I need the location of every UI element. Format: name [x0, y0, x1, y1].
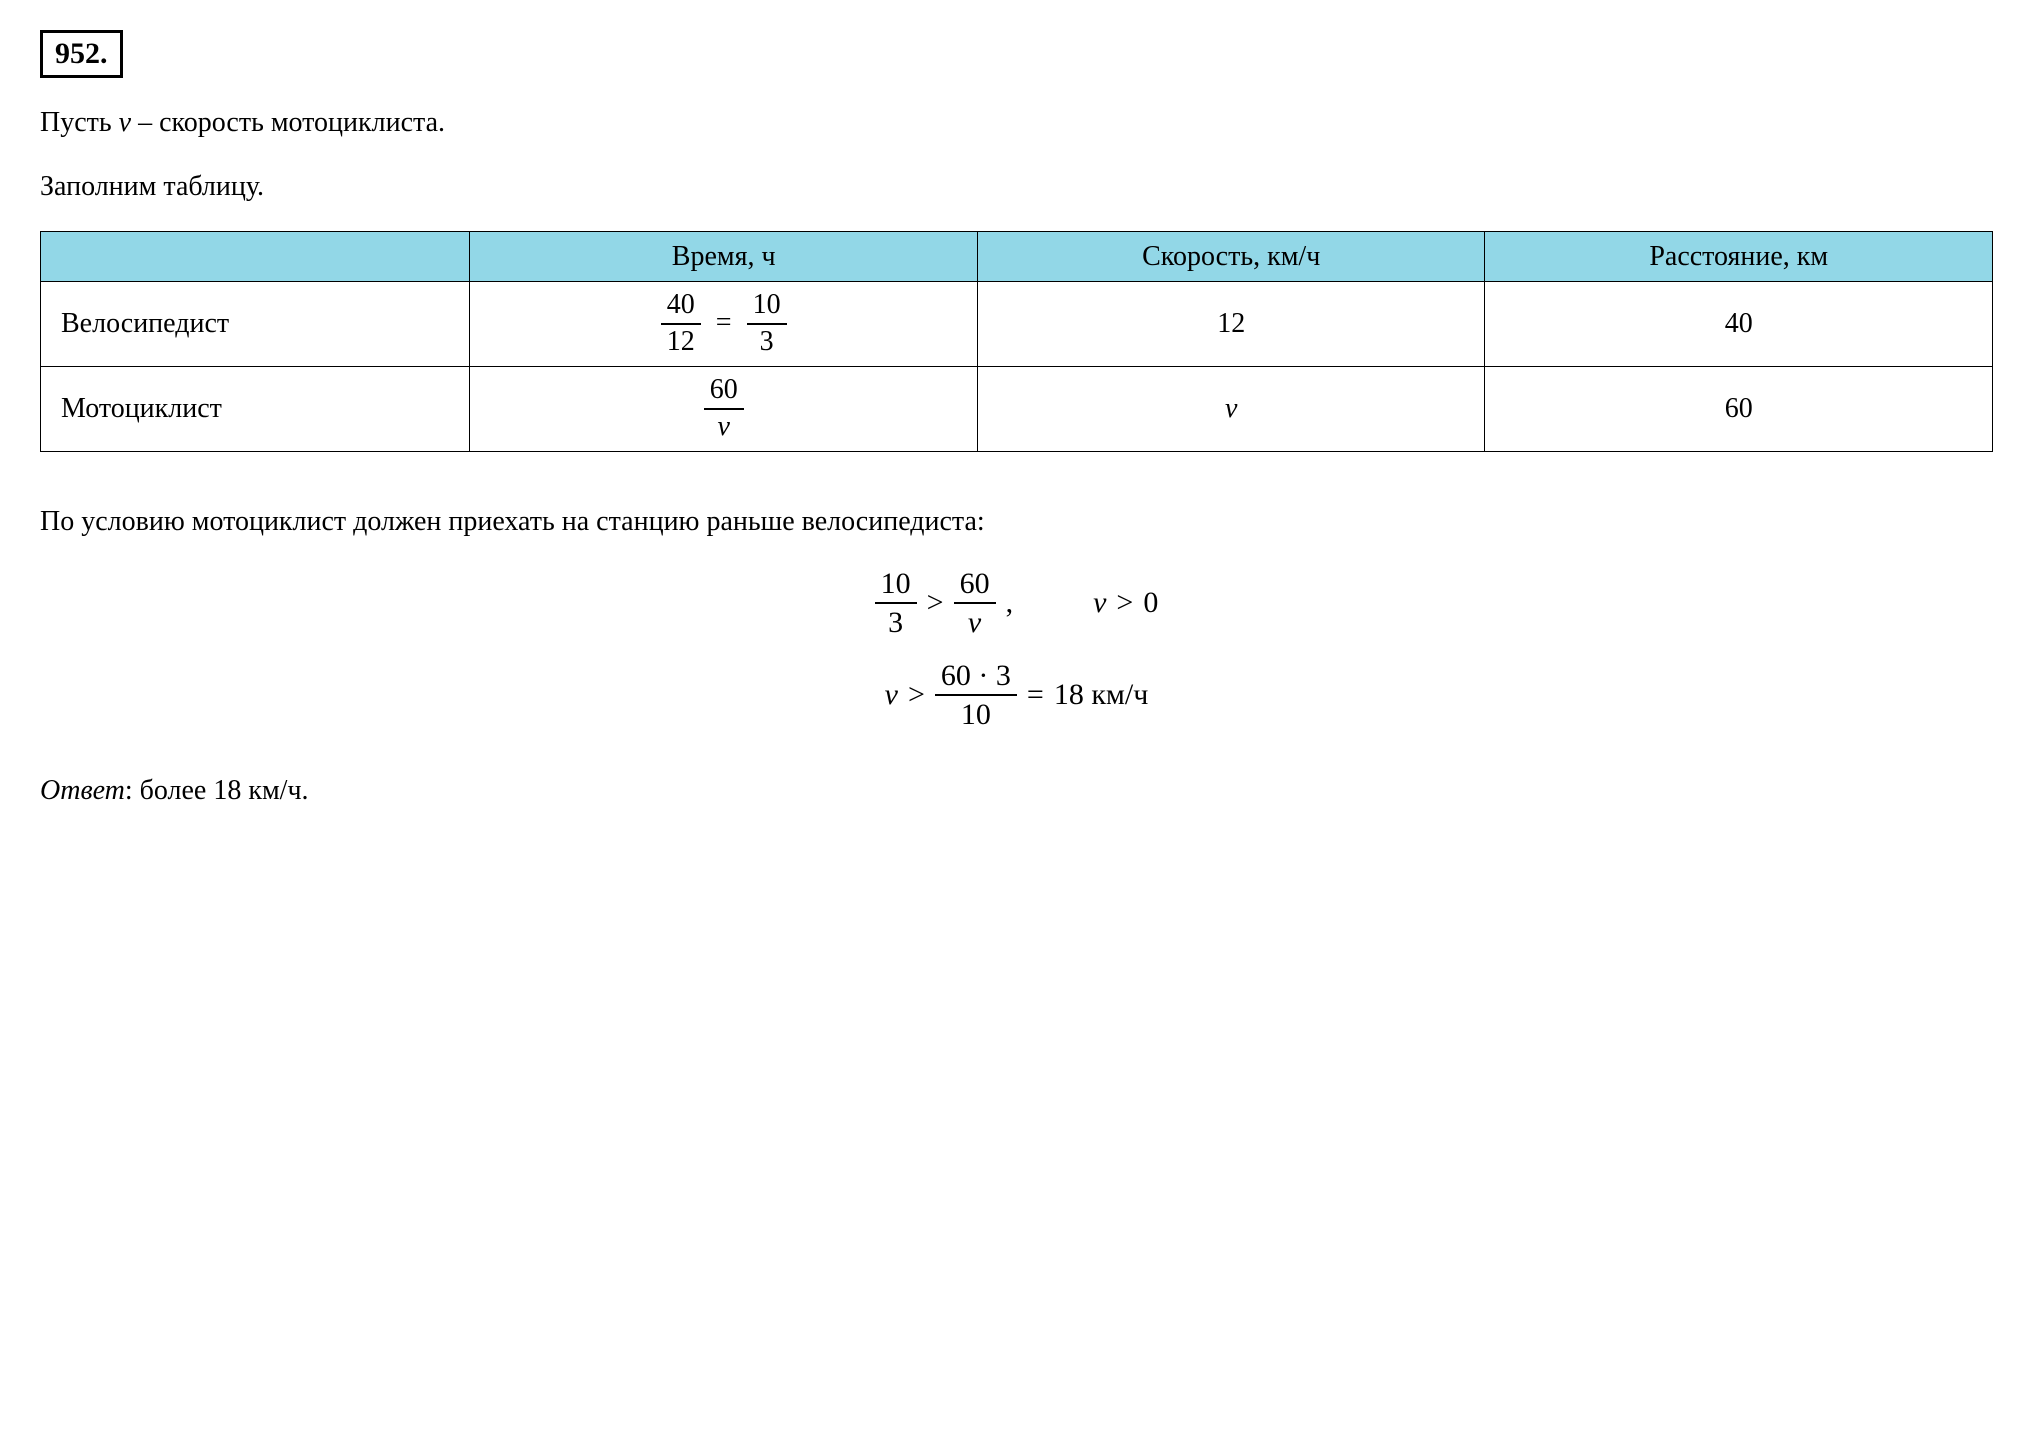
- fraction-denominator: v: [704, 410, 744, 443]
- fraction-numerator: 40: [661, 290, 701, 325]
- data-table: Время, ч Скорость, км/ч Расстояние, км В…: [40, 231, 1993, 451]
- equals-sign: =: [1027, 677, 1044, 713]
- table-header-speed: Скорость, км/ч: [977, 232, 1485, 282]
- zero: 0: [1143, 585, 1158, 621]
- cell-cyclist-speed: 12: [977, 282, 1485, 367]
- table-header-time: Время, ч: [470, 232, 978, 282]
- math-line-2: v > 60 · 3 10 = 18 км/ч: [40, 659, 1993, 731]
- intro-paragraph: Пусть v – скорость мотоциклиста.: [40, 103, 1993, 142]
- row-label-cyclist: Велосипедист: [41, 282, 470, 367]
- intro-variable: v: [119, 107, 131, 138]
- intro-text-1: Пусть: [40, 107, 119, 138]
- condition-text: По условию мотоциклист должен приехать н…: [40, 502, 1993, 541]
- fraction-denominator: v: [954, 604, 996, 639]
- fraction-denominator: 10: [935, 696, 1017, 731]
- fraction-denominator: 3: [875, 604, 917, 639]
- cell-cyclist-time: 40 12 = 10 3: [470, 282, 978, 367]
- greater-than-sign: >: [908, 677, 925, 713]
- cell-cyclist-distance: 40: [1485, 282, 1993, 367]
- comma: ,: [1006, 585, 1014, 621]
- answer-text: более 18 км/ч.: [140, 775, 309, 806]
- answer-label: Ответ: [40, 775, 125, 806]
- answer-paragraph: Ответ: более 18 км/ч.: [40, 771, 1993, 810]
- fraction-numerator: 60 · 3: [935, 659, 1017, 696]
- fraction: 40 12: [661, 290, 701, 358]
- variable-v: v: [1093, 585, 1106, 621]
- cell-motorcyclist-distance: 60: [1485, 366, 1993, 451]
- equals-sign: =: [716, 307, 732, 338]
- fill-table-text: Заполним таблицу.: [40, 167, 1993, 206]
- fraction-numerator: 10: [747, 290, 787, 325]
- fraction-numerator: 60: [954, 567, 996, 604]
- greater-than-sign: >: [1116, 585, 1133, 621]
- variable-v: v: [885, 677, 898, 713]
- answer-colon: :: [125, 775, 140, 806]
- table-row: Велосипедист 40 12 = 10 3 12 40: [41, 282, 1993, 367]
- table-header-distance: Расстояние, км: [1485, 232, 1993, 282]
- table-header-blank: [41, 232, 470, 282]
- greater-than-sign: >: [927, 585, 944, 621]
- cell-motorcyclist-time: 60 v: [470, 366, 978, 451]
- fraction-denominator: 12: [661, 325, 701, 358]
- row-label-motorcyclist: Мотоциклист: [41, 366, 470, 451]
- problem-number: 952.: [40, 30, 123, 78]
- fraction: 60 v: [954, 567, 996, 639]
- fraction-denominator: 3: [747, 325, 787, 358]
- math-line-1: 10 3 > 60 v , v > 0: [40, 566, 1993, 639]
- fraction-numerator: 60: [704, 375, 744, 410]
- fraction: 10 3: [747, 290, 787, 358]
- result-value: 18 км/ч: [1054, 677, 1148, 713]
- table-header-row: Время, ч Скорость, км/ч Расстояние, км: [41, 232, 1993, 282]
- fraction: 10 3: [875, 567, 917, 639]
- cell-motorcyclist-speed: v: [977, 366, 1485, 451]
- table-row: Мотоциклист 60 v v 60: [41, 366, 1993, 451]
- fraction: 60 · 3 10: [935, 659, 1017, 731]
- intro-text-2: – скорость мотоциклиста.: [131, 107, 445, 138]
- fraction: 60 v: [704, 375, 744, 443]
- fraction-numerator: 10: [875, 567, 917, 604]
